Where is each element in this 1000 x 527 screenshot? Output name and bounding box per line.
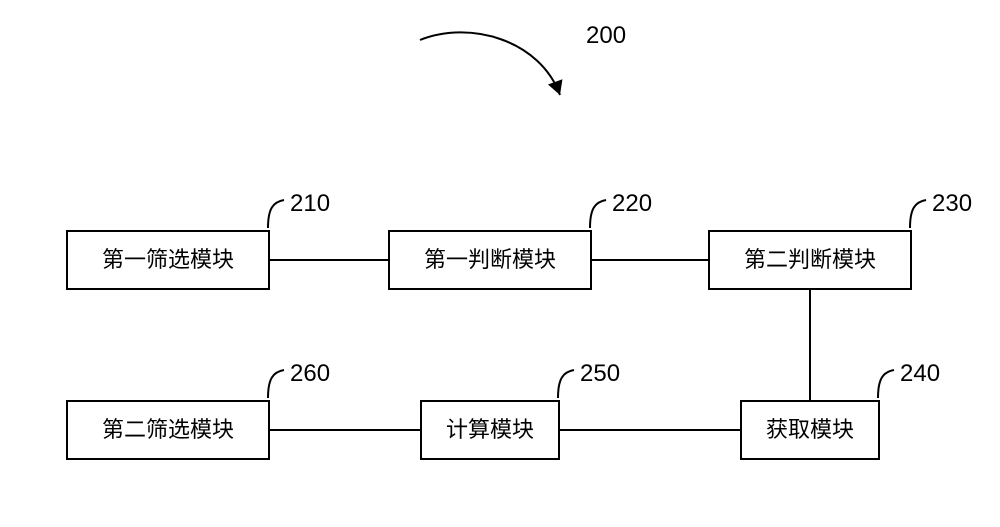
ref-flag-210 — [264, 196, 292, 234]
ref-flag-230 — [906, 196, 934, 234]
node-label-250: 计算模块 — [446, 417, 534, 443]
node-label-260: 第二筛选模块 — [102, 417, 234, 443]
ref-flag-260 — [264, 366, 292, 404]
node-240: 获取模块 — [740, 400, 880, 460]
connector-n230-n240 — [809, 290, 811, 400]
node-210: 第一筛选模块 — [66, 230, 270, 290]
ref-label-260: 260 — [290, 360, 330, 388]
ref-label-240: 240 — [900, 360, 940, 388]
connector-n240-n250 — [560, 429, 740, 431]
node-label-240: 获取模块 — [766, 417, 854, 443]
ref-label-210: 210 — [290, 190, 330, 218]
node-220: 第一判断模块 — [388, 230, 592, 290]
node-250: 计算模块 — [420, 400, 560, 460]
ref-label-250: 250 — [580, 360, 620, 388]
node-260: 第二筛选模块 — [66, 400, 270, 460]
connector-n210-n220 — [270, 259, 388, 261]
ref-flag-220 — [586, 196, 614, 234]
ref-flag-240 — [874, 366, 902, 404]
ref-label-230: 230 — [932, 190, 972, 218]
ref-label-220: 220 — [612, 190, 652, 218]
connector-n250-n260 — [270, 429, 420, 431]
node-label-230: 第二判断模块 — [744, 247, 876, 273]
node-label-210: 第一筛选模块 — [102, 247, 234, 273]
node-230: 第二判断模块 — [708, 230, 912, 290]
node-label-220: 第一判断模块 — [424, 247, 556, 273]
connector-n220-n230 — [592, 259, 708, 261]
diagram-ref-200: 200 — [586, 22, 626, 50]
diagram-canvas: 200 第一筛选模块 210 第一判断模块 220 第二判断模块 230 获取模块 240 计算模… — [0, 0, 1000, 527]
ref-flag-250 — [554, 366, 582, 404]
